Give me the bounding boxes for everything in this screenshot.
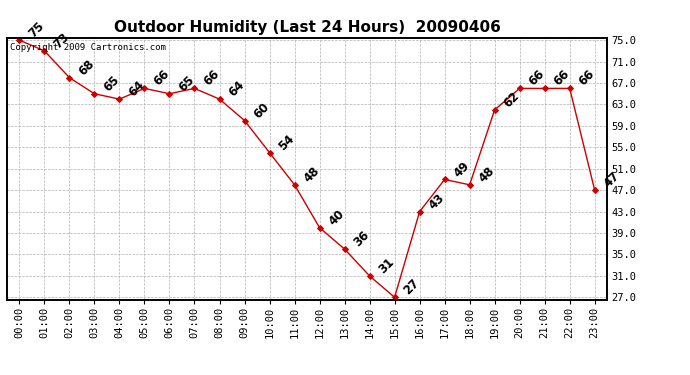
Text: 73: 73 <box>51 30 72 51</box>
Text: 66: 66 <box>201 68 222 88</box>
Text: 60: 60 <box>251 100 273 121</box>
Text: 66: 66 <box>526 68 547 88</box>
Text: 66: 66 <box>551 68 573 88</box>
Text: 36: 36 <box>351 228 373 249</box>
Text: 64: 64 <box>226 78 247 99</box>
Text: 48: 48 <box>477 164 497 185</box>
Text: Copyright 2009 Cartronics.com: Copyright 2009 Cartronics.com <box>10 43 166 52</box>
Text: 54: 54 <box>277 132 297 153</box>
Text: 27: 27 <box>402 277 422 297</box>
Text: 48: 48 <box>302 164 322 185</box>
Text: 66: 66 <box>577 68 598 88</box>
Text: 43: 43 <box>426 191 447 212</box>
Text: 65: 65 <box>177 73 197 94</box>
Text: 75: 75 <box>26 20 47 40</box>
Text: 65: 65 <box>101 73 122 94</box>
Text: 64: 64 <box>126 78 147 99</box>
Text: 31: 31 <box>377 255 397 276</box>
Title: Outdoor Humidity (Last 24 Hours)  20090406: Outdoor Humidity (Last 24 Hours) 2009040… <box>114 20 500 35</box>
Text: 40: 40 <box>326 207 347 228</box>
Text: 47: 47 <box>602 170 622 190</box>
Text: 66: 66 <box>151 68 172 88</box>
Text: 62: 62 <box>502 89 522 110</box>
Text: 68: 68 <box>77 57 97 78</box>
Text: 49: 49 <box>451 159 473 180</box>
